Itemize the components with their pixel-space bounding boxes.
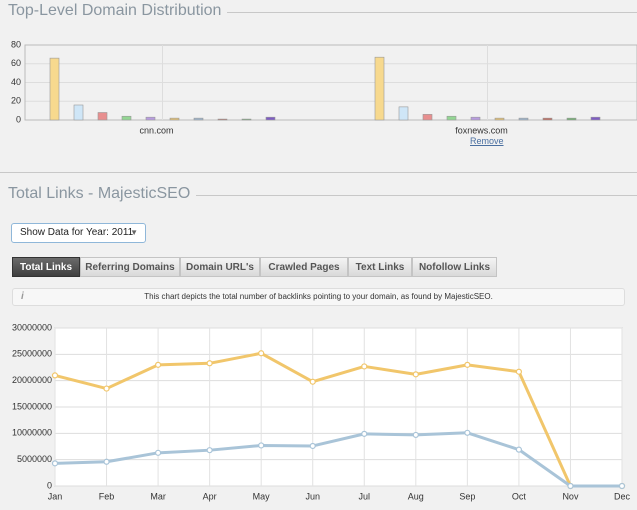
bar xyxy=(145,116,156,121)
info-text: This chart depicts the total number of b… xyxy=(144,292,493,301)
divider xyxy=(0,195,637,196)
point xyxy=(464,361,471,368)
tab[interactable]: Crawled Pages xyxy=(260,257,348,277)
point xyxy=(154,449,162,456)
y-tick-label: 80 xyxy=(11,39,21,49)
x-tick-label: Jan xyxy=(48,491,63,501)
point xyxy=(206,447,213,454)
y-tick-label: 20 xyxy=(11,96,21,106)
point xyxy=(567,482,574,490)
bar xyxy=(422,114,433,121)
y-tick-label: 10000000 xyxy=(12,428,52,438)
bar xyxy=(374,56,385,121)
x-tick-label: May xyxy=(253,491,271,501)
y-tick-label: 30000000 xyxy=(12,322,52,332)
bar xyxy=(241,118,252,121)
point xyxy=(103,385,110,392)
x-tick-label: cnn.com xyxy=(139,125,173,135)
x-tick-label: Jun xyxy=(305,491,320,501)
line-series xyxy=(54,351,622,488)
bar xyxy=(73,104,84,121)
x-tick-label: Aug xyxy=(408,491,424,501)
x-tick-label: Feb xyxy=(99,491,115,501)
y-tick-label: 15000000 xyxy=(12,401,52,411)
select-label: Show Data for Year: 2011 xyxy=(20,227,134,238)
y-tick-label: 5000000 xyxy=(17,454,52,464)
bar xyxy=(494,117,505,121)
x-tick-label: Oct xyxy=(512,491,527,501)
x-tick-label: Mar xyxy=(150,491,166,501)
y-tick-label: 20000000 xyxy=(12,375,52,385)
info-icon: i xyxy=(21,291,24,302)
bar xyxy=(518,117,529,121)
point xyxy=(309,378,316,385)
point xyxy=(51,372,59,379)
tab[interactable]: Referring Domains xyxy=(80,257,180,277)
y-tick-label: 40 xyxy=(11,77,21,87)
point xyxy=(412,431,419,439)
tab[interactable]: Total Links xyxy=(12,257,80,277)
point xyxy=(515,368,523,375)
section-title: Top-Level Domain Distribution xyxy=(0,2,228,20)
point xyxy=(51,460,59,467)
bar xyxy=(217,118,228,121)
point xyxy=(206,360,213,367)
y-tick-label: 0 xyxy=(47,480,52,490)
bar xyxy=(566,117,577,121)
bar xyxy=(121,115,132,121)
point xyxy=(309,442,316,450)
bar xyxy=(446,115,457,121)
divider xyxy=(0,172,637,173)
tab[interactable]: Domain URL's xyxy=(180,257,260,277)
point xyxy=(103,458,110,465)
x-tick-label: Jul xyxy=(359,491,371,501)
bar xyxy=(49,57,60,121)
bar xyxy=(169,117,180,121)
point xyxy=(258,442,265,449)
point xyxy=(412,371,419,378)
divider xyxy=(0,12,637,13)
point xyxy=(515,446,523,453)
point xyxy=(618,482,626,490)
point xyxy=(258,350,265,357)
section-title: Total Links - MajesticSEO xyxy=(0,185,197,203)
bar xyxy=(265,116,276,121)
bar xyxy=(398,106,409,121)
x-tick-label: Apr xyxy=(203,491,217,501)
remove-link[interactable]: Remove xyxy=(470,136,504,146)
point xyxy=(361,430,368,437)
y-tick-label: 25000000 xyxy=(12,349,52,359)
line-series xyxy=(54,431,622,488)
x-tick-label: Dec xyxy=(614,491,631,501)
point xyxy=(464,429,471,436)
x-tick-label: Sep xyxy=(459,491,475,501)
info-bar: i This chart depicts the total number of… xyxy=(12,288,625,306)
bar xyxy=(542,117,553,121)
point xyxy=(154,361,162,368)
x-tick-label: Nov xyxy=(562,491,579,501)
plot-area xyxy=(24,44,637,121)
tab[interactable]: Nofollow Links xyxy=(412,257,497,277)
tab[interactable]: Text Links xyxy=(348,257,412,277)
year-select[interactable]: Show Data for Year: 2011 ▼ xyxy=(11,223,146,243)
bar xyxy=(193,117,204,121)
x-tick-label: foxnews.com xyxy=(455,125,508,135)
point xyxy=(361,363,368,370)
bar xyxy=(470,116,481,121)
select-arrow: ▼ xyxy=(130,228,138,237)
y-tick-label: 0 xyxy=(16,114,21,124)
bar xyxy=(590,116,601,121)
bar xyxy=(97,112,108,121)
y-tick-label: 60 xyxy=(11,58,21,68)
